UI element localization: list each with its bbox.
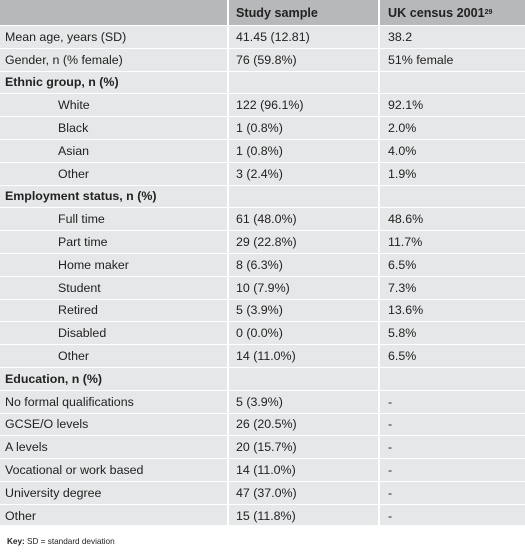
uk-census-cell: 48.6% xyxy=(388,212,424,227)
table-row: Other 14 (11.0%) 6.5% xyxy=(0,344,525,367)
study-sample-cell: 14 (11.0%) xyxy=(236,349,296,364)
table-row: A levels 20 (15.7%) - xyxy=(0,435,525,458)
row-label-cell: Mean age, years (SD) xyxy=(5,29,127,44)
row-label-cell: Gender, n (% female) xyxy=(5,52,123,67)
uk-census-cell: - xyxy=(388,417,393,432)
row-label-cell: A levels xyxy=(5,440,48,455)
table-row: Other 15 (11.8%) - xyxy=(0,503,525,527)
row-label-cell: GCSE/O levels xyxy=(5,417,89,432)
table-row: No formal qualifications 5 (3.9%) - xyxy=(0,389,525,413)
key-label: Key: xyxy=(7,537,25,546)
row-label-cell: Black xyxy=(58,121,89,136)
column-divider-2 xyxy=(378,0,380,525)
uk-census-cell: 51% female xyxy=(388,52,454,67)
key-text: SD = standard deviation xyxy=(27,537,115,546)
study-sample-cell: 61 (48.0%) xyxy=(236,212,297,227)
uk-census-cell: - xyxy=(388,440,393,455)
row-label-cell: Retired xyxy=(58,303,98,318)
uk-census-cell: 11.7% xyxy=(388,235,423,250)
table-header-row: Study sample UK census 2001 29 xyxy=(0,0,525,25)
uk-census-cell: - xyxy=(388,394,393,409)
study-sample-cell: 5 (3.9%) xyxy=(236,394,283,409)
table-row: Student 10 (7.9%) 7.3% xyxy=(0,275,525,299)
study-sample-cell: 15 (11.8%) xyxy=(236,508,296,523)
table-row: Other 3 (2.4%) 1.9% xyxy=(0,161,525,185)
study-sample-cell: 14 (11.0%) xyxy=(236,463,296,478)
table-section-row: Employment status, n (%) xyxy=(0,184,525,208)
uk-census-cell: 6.5% xyxy=(388,257,417,272)
uk-census-cell: - xyxy=(388,508,393,523)
uk-census-cell: 6.5% xyxy=(388,349,417,364)
table-row: Vocational or work based 14 (11.0%) - xyxy=(0,458,525,481)
row-label-cell: Part time xyxy=(58,235,108,250)
study-sample-cell: 76 (59.8%) xyxy=(236,52,297,67)
uk-census-cell: 2.0% xyxy=(388,121,417,136)
table-row: White 122 (96.1%) 92.1% xyxy=(0,93,525,116)
row-label-cell: Vocational or work based xyxy=(5,463,144,478)
row-label-cell: No formal qualifications xyxy=(5,394,134,409)
table-key-note: Key: SD = standard deviation xyxy=(7,537,115,546)
study-sample-cell: 10 (7.9%) xyxy=(236,280,290,295)
uk-census-cell: 1.9% xyxy=(388,166,417,181)
table-row: Asian 1 (0.8%) 4.0% xyxy=(0,139,525,162)
study-sample-cell: 1 (0.8%) xyxy=(236,143,283,158)
uk-census-cell: 5.8% xyxy=(388,326,417,341)
uk-census-cell: - xyxy=(388,463,393,478)
column-divider-1 xyxy=(227,0,229,525)
uk-census-cell: - xyxy=(388,485,393,500)
study-sample-cell: 1 (0.8%) xyxy=(236,121,283,136)
row-label-cell: Student xyxy=(58,280,101,295)
row-label-cell: Ethnic group, n (%) xyxy=(5,75,119,90)
table-row: Retired 5 (3.9%) 13.6% xyxy=(0,298,525,322)
uk-census-cell: 13.6% xyxy=(388,303,424,318)
study-sample-cell: 29 (22.8%) xyxy=(236,235,297,250)
uk-census-cell: 4.0% xyxy=(388,143,417,158)
table-row: Mean age, years (SD) 41.45 (12.81) 38.2 xyxy=(0,25,525,48)
table-section-row: Education, n (%) xyxy=(0,367,525,390)
row-label-cell: Other xyxy=(58,166,89,181)
study-sample-cell: 3 (2.4%) xyxy=(236,166,283,181)
uk-census-cell: 92.1% xyxy=(388,98,424,113)
study-sample-cell: 122 (96.1%) xyxy=(236,98,304,113)
row-label-cell: White xyxy=(58,98,90,113)
study-sample-cell: 8 (6.3%) xyxy=(236,257,283,272)
row-label-cell: University degree xyxy=(5,485,102,500)
uk-census-cell: 7.3% xyxy=(388,280,417,295)
study-sample-cell: 5 (3.9%) xyxy=(236,303,283,318)
row-label-cell: Disabled xyxy=(58,326,107,341)
row-label-cell: Home maker xyxy=(58,257,129,272)
table-row: Gender, n (% female) 76 (59.8%) 51% female xyxy=(0,47,525,71)
header-cell-study-sample: Study sample xyxy=(236,5,318,20)
demographics-table: Study sample UK census 2001 29 Mean age, … xyxy=(0,0,525,525)
uk-census-cell: 38.2 xyxy=(388,29,413,44)
study-sample-cell: 41.45 (12.81) xyxy=(236,29,310,44)
table-section-row: Ethnic group, n (%) xyxy=(0,70,525,94)
study-sample-cell: 47 (37.0%) xyxy=(236,485,297,500)
row-label-cell: Other xyxy=(58,349,89,364)
row-label-cell: Education, n (%) xyxy=(5,371,103,386)
row-label-cell: Other xyxy=(5,508,36,523)
row-label-cell: Employment status, n (%) xyxy=(5,189,157,204)
header-cell-uk-census-text: UK census 2001 xyxy=(388,5,485,20)
header-cell-uk-census: UK census 2001 29 xyxy=(388,5,493,20)
table-row: Part time 29 (22.8%) 11.7% xyxy=(0,230,525,253)
table-row: Full time 61 (48.0%) 48.6% xyxy=(0,207,525,230)
table-row: Home maker 8 (6.3%) 6.5% xyxy=(0,253,525,276)
row-label-cell: Full time xyxy=(58,212,105,227)
table-row: GCSE/O levels 26 (20.5%) - xyxy=(0,412,525,436)
table-row: University degree 47 (37.0%) - xyxy=(0,481,525,504)
row-label-cell: Asian xyxy=(58,143,89,158)
study-sample-cell: 20 (15.7%) xyxy=(236,440,297,455)
study-sample-cell: 0 (0.0%) xyxy=(236,326,283,341)
table-row: Disabled 0 (0.0%) 5.8% xyxy=(0,321,525,344)
study-sample-cell: 26 (20.5%) xyxy=(236,417,297,432)
table-row: Black 1 (0.8%) 2.0% xyxy=(0,116,525,139)
